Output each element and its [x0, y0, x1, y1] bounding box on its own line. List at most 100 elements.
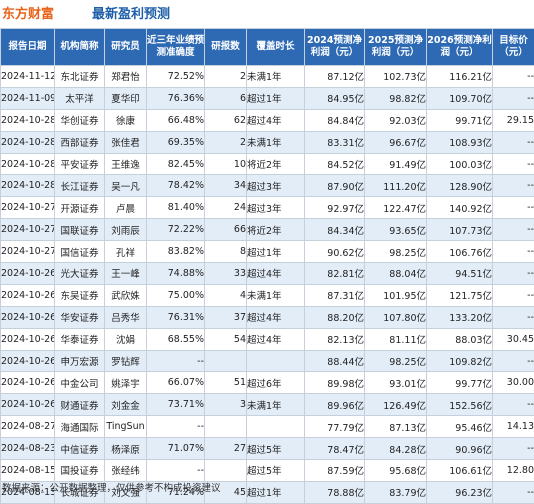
cell-target-price: 30.00 [493, 372, 534, 394]
cell-target-price: 12.80 [493, 460, 534, 482]
cell-report-count: 10 [205, 153, 247, 175]
cell-report-date: 2024-10-27 [1, 219, 55, 241]
cell-target-price: -- [493, 241, 534, 263]
cell-profit-2024: 89.96亿 [305, 394, 365, 416]
cell-institution: 开源证券 [55, 197, 105, 219]
cell-accuracy: 76.36% [147, 87, 205, 109]
column-header-coverage-duration: 覆盖时长 [247, 29, 305, 66]
cell-coverage-duration: 超过1年 [247, 481, 305, 503]
cell-institution: 华泰证券 [55, 328, 105, 350]
cell-accuracy: 66.07% [147, 372, 205, 394]
cell-accuracy: 74.88% [147, 263, 205, 285]
cell-accuracy: 68.55% [147, 328, 205, 350]
cell-institution: 东北证券 [55, 66, 105, 88]
column-header-target-price: 目标价（元） [493, 29, 534, 66]
cell-profit-2025: 95.68亿 [365, 460, 427, 482]
cell-coverage-duration: 未满1年 [247, 66, 305, 88]
source-note: 数据来源：公开数据整理，仅供参考不构成投资建议 [2, 480, 221, 494]
cell-coverage-duration: 超过4年 [247, 328, 305, 350]
cell-profit-2025: 81.11亿 [365, 328, 427, 350]
cell-analyst: 杨泽原 [105, 438, 147, 460]
cell-accuracy: 76.31% [147, 306, 205, 328]
cell-profit-2025: 88.04亿 [365, 263, 427, 285]
column-header-report-date: 报告日期 [1, 29, 55, 66]
cell-institution: 光大证券 [55, 263, 105, 285]
cell-report-count: 6 [205, 87, 247, 109]
cell-profit-2024: 78.47亿 [305, 438, 365, 460]
cell-target-price: -- [493, 306, 534, 328]
brand-logo: 东方财富 [2, 3, 54, 22]
cell-institution: 东吴证券 [55, 284, 105, 306]
cell-institution: 财通证券 [55, 394, 105, 416]
cell-analyst: 王维逸 [105, 153, 147, 175]
cell-target-price: -- [493, 284, 534, 306]
cell-profit-2026: 95.46亿 [427, 416, 493, 438]
cell-profit-2026: 128.90亿 [427, 175, 493, 197]
cell-accuracy: 72.22% [147, 219, 205, 241]
cell-profit-2024: 83.31亿 [305, 131, 365, 153]
cell-analyst: TingSun [105, 416, 147, 438]
cell-profit-2024: 88.44亿 [305, 350, 365, 372]
cell-coverage-duration: 未满1年 [247, 131, 305, 153]
cell-profit-2024: 87.12亿 [305, 66, 365, 88]
cell-report-date: 2024-10-26 [1, 284, 55, 306]
cell-report-date: 2024-10-28 [1, 131, 55, 153]
cell-target-price: 14.13 [493, 416, 534, 438]
cell-target-price: 29.15 [493, 109, 534, 131]
cell-profit-2024: 90.62亿 [305, 241, 365, 263]
cell-profit-2026: 94.51亿 [427, 263, 493, 285]
cell-profit-2024: 84.34亿 [305, 219, 365, 241]
cell-coverage-duration: 超过4年 [247, 263, 305, 285]
cell-report-count: 27 [205, 438, 247, 460]
cell-analyst: 刘雨辰 [105, 219, 147, 241]
cell-report-count: 37 [205, 306, 247, 328]
column-header-profit-2024: 2024预测净利润（元） [305, 29, 365, 66]
cell-profit-2025: 91.49亿 [365, 153, 427, 175]
cell-profit-2026: 107.73亿 [427, 219, 493, 241]
cell-profit-2025: 98.82亿 [365, 87, 427, 109]
cell-analyst: 王一峰 [105, 263, 147, 285]
cell-accuracy: 72.52% [147, 66, 205, 88]
cell-report-date: 2024-08-23 [1, 438, 55, 460]
cell-analyst: 武欣姝 [105, 284, 147, 306]
cell-target-price: -- [493, 438, 534, 460]
cell-accuracy: 81.40% [147, 197, 205, 219]
cell-report-date: 2024-10-27 [1, 241, 55, 263]
cell-profit-2025: 98.25亿 [365, 241, 427, 263]
cell-target-price: -- [493, 66, 534, 88]
cell-institution: 华安证券 [55, 306, 105, 328]
cell-profit-2025: 93.01亿 [365, 372, 427, 394]
cell-report-count: 33 [205, 263, 247, 285]
cell-profit-2025: 83.79亿 [365, 481, 427, 503]
cell-report-date: 2024-10-27 [1, 197, 55, 219]
cell-target-price: -- [493, 219, 534, 241]
cell-profit-2024: 92.97亿 [305, 197, 365, 219]
cell-profit-2026: 106.61亿 [427, 460, 493, 482]
cell-profit-2026: 152.56亿 [427, 394, 493, 416]
cell-profit-2026: 108.93亿 [427, 131, 493, 153]
cell-profit-2025: 96.67亿 [365, 131, 427, 153]
cell-coverage-duration: 超过5年 [247, 460, 305, 482]
cell-analyst: 张经纬 [105, 460, 147, 482]
cell-report-count [205, 416, 247, 438]
cell-profit-2026: 99.71亿 [427, 109, 493, 131]
cell-report-count: 54 [205, 328, 247, 350]
cell-target-price: 30.45 [493, 328, 534, 350]
cell-target-price: -- [493, 263, 534, 285]
cell-accuracy: 66.48% [147, 109, 205, 131]
cell-report-count: 3 [205, 394, 247, 416]
cell-report-count: 66 [205, 219, 247, 241]
cell-institution: 中金公司 [55, 372, 105, 394]
cell-analyst: 罗钻辉 [105, 350, 147, 372]
